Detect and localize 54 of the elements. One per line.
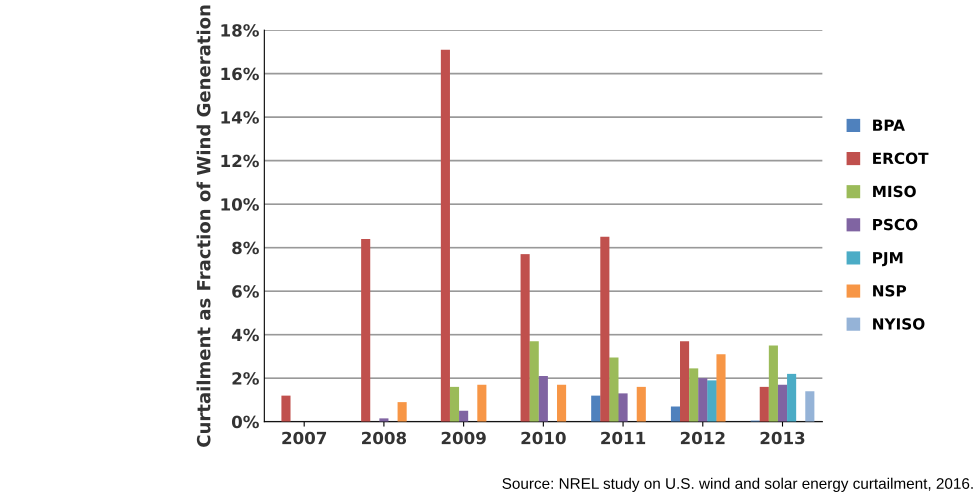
bar (760, 386, 769, 422)
legend-label: NSP (873, 285, 906, 297)
bar (600, 236, 610, 422)
y-tick-label: 8% (232, 242, 259, 254)
bar (440, 50, 450, 422)
legend-label: ERCOT (873, 152, 928, 164)
y-tick-label: 12% (221, 154, 259, 168)
bar (670, 406, 680, 422)
source-note: Source: NREL study on U.S. wind and solar energy curtailment, 2016. (502, 478, 973, 492)
bar (609, 358, 619, 422)
bar (450, 386, 460, 422)
y-tick-label: 18% (221, 24, 259, 37)
bar (805, 391, 814, 422)
legend-label: PSCO (873, 218, 918, 230)
y-tick-label: 16% (221, 68, 259, 80)
bar (398, 402, 407, 422)
legend-label: BPA (873, 120, 905, 131)
bar (538, 376, 548, 422)
x-tick-label: 2011 (601, 432, 646, 444)
bar (557, 384, 566, 422)
bar (281, 396, 291, 422)
bar (707, 380, 716, 422)
y-tick-label: 0% (232, 416, 259, 428)
bar (618, 393, 628, 422)
bar (459, 410, 468, 422)
bar (768, 346, 778, 422)
y-tick-label: 2% (232, 372, 259, 385)
bar (698, 378, 708, 422)
x-tick-label: 2012 (680, 432, 725, 444)
x-tick-label: 2008 (362, 432, 406, 444)
y-tick-label: 6% (232, 285, 259, 298)
bar (520, 254, 530, 422)
x-tick-label: 2013 (760, 432, 804, 444)
bar (636, 386, 646, 422)
x-tick-label: 2007 (282, 432, 326, 444)
legend-label: MISO (873, 186, 916, 198)
bar (787, 374, 796, 422)
x-tick-label: 2009 (442, 432, 486, 444)
bar (680, 341, 690, 422)
bar (689, 368, 698, 422)
y-tick-label: 10% (221, 198, 259, 211)
y-tick-label: 4% (232, 328, 259, 342)
y-tick-label: 14% (221, 111, 259, 124)
bar (591, 396, 600, 422)
bar (361, 238, 370, 422)
y-axis-title: Curtailment as Fraction of Wind Generation (196, 5, 211, 447)
bar (778, 384, 788, 422)
bar (379, 418, 388, 422)
legend-label: NYISO (873, 318, 924, 330)
x-tick-label: 2010 (521, 432, 566, 444)
bar (716, 354, 726, 422)
bar (530, 341, 539, 422)
legend-label: PJM (873, 252, 902, 266)
bar (477, 384, 486, 422)
